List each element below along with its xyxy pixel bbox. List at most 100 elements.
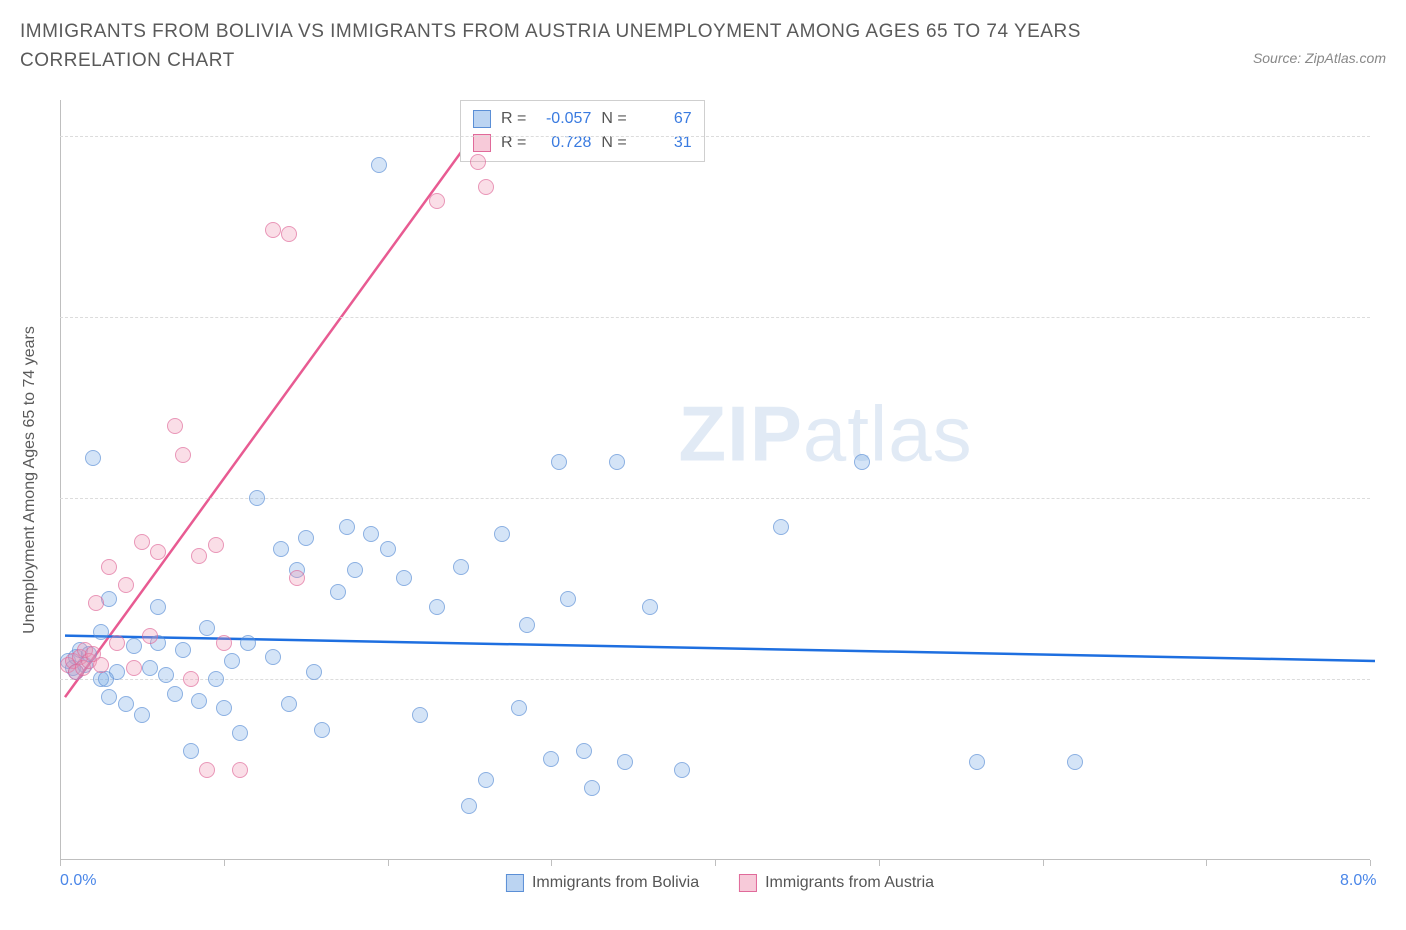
y-axis <box>60 100 61 860</box>
data-point <box>854 454 870 470</box>
data-point <box>142 628 158 644</box>
data-point <box>175 642 191 658</box>
y-tick-label: 20.0% <box>1390 127 1406 145</box>
data-point <box>142 660 158 676</box>
data-point <box>429 599 445 615</box>
data-point <box>208 671 224 687</box>
data-point <box>478 179 494 195</box>
data-point <box>101 559 117 575</box>
x-tick <box>388 860 389 866</box>
x-tick-label: 8.0% <box>1340 872 1376 890</box>
data-point <box>584 780 600 796</box>
trend-lines <box>60 100 1380 860</box>
data-point <box>511 700 527 716</box>
data-point <box>551 454 567 470</box>
data-point <box>339 519 355 535</box>
data-point <box>969 754 985 770</box>
data-point <box>265 649 281 665</box>
data-point <box>150 599 166 615</box>
data-point <box>118 696 134 712</box>
data-point <box>224 653 240 669</box>
x-tick <box>715 860 716 866</box>
data-point <box>380 541 396 557</box>
grid-line <box>60 136 1370 137</box>
data-point <box>101 689 117 705</box>
data-point <box>298 530 314 546</box>
x-tick <box>1370 860 1371 866</box>
swatch-pink-icon <box>739 874 757 892</box>
data-point <box>150 544 166 560</box>
data-point <box>273 541 289 557</box>
data-point <box>199 620 215 636</box>
data-point <box>330 584 346 600</box>
data-point <box>109 635 125 651</box>
data-point <box>543 751 559 767</box>
data-point <box>560 591 576 607</box>
data-point <box>642 599 658 615</box>
data-point <box>281 226 297 242</box>
source-label: Source: ZipAtlas.com <box>1253 50 1386 66</box>
data-point <box>396 570 412 586</box>
data-point <box>429 193 445 209</box>
data-point <box>199 762 215 778</box>
data-point <box>167 418 183 434</box>
data-point <box>208 537 224 553</box>
data-point <box>126 660 142 676</box>
data-point <box>494 526 510 542</box>
swatch-blue-icon <box>506 874 524 892</box>
chart-title: IMMIGRANTS FROM BOLIVIA VS IMMIGRANTS FR… <box>20 18 1120 75</box>
data-point <box>249 490 265 506</box>
data-point <box>85 450 101 466</box>
x-tick <box>1206 860 1207 866</box>
data-point <box>576 743 592 759</box>
data-point <box>191 693 207 709</box>
data-point <box>216 700 232 716</box>
swatch-blue-icon <box>473 110 491 128</box>
x-tick-label: 0.0% <box>60 872 96 890</box>
x-tick <box>879 860 880 866</box>
y-tick-label: 5.0% <box>1390 670 1406 688</box>
data-point <box>461 798 477 814</box>
data-point <box>478 772 494 788</box>
data-point <box>453 559 469 575</box>
data-point <box>191 548 207 564</box>
x-tick <box>551 860 552 866</box>
data-point <box>93 624 109 640</box>
data-point <box>158 667 174 683</box>
watermark: ZIPatlas <box>679 389 973 480</box>
data-point <box>412 707 428 723</box>
data-point <box>265 222 281 238</box>
grid-line <box>60 317 1370 318</box>
series-legend: Immigrants from Bolivia Immigrants from … <box>506 874 934 892</box>
data-point <box>347 562 363 578</box>
data-point <box>183 671 199 687</box>
data-point <box>183 743 199 759</box>
x-tick <box>224 860 225 866</box>
legend-row-austria: R = 0.728 N = 31 <box>473 131 692 155</box>
data-point <box>617 754 633 770</box>
data-point <box>88 595 104 611</box>
y-tick-label: 10.0% <box>1390 489 1406 507</box>
legend-item-bolivia: Immigrants from Bolivia <box>506 874 699 892</box>
data-point <box>240 635 256 651</box>
x-tick <box>60 860 61 866</box>
data-point <box>93 657 109 673</box>
data-point <box>175 447 191 463</box>
legend-row-bolivia: R = -0.057 N = 67 <box>473 107 692 131</box>
y-tick-label: 15.0% <box>1390 308 1406 326</box>
data-point <box>289 570 305 586</box>
data-point <box>1067 754 1083 770</box>
data-point <box>126 638 142 654</box>
chart-container: Unemployment Among Ages 65 to 74 years Z… <box>60 100 1380 860</box>
data-point <box>314 722 330 738</box>
data-point <box>167 686 183 702</box>
legend-item-austria: Immigrants from Austria <box>739 874 934 892</box>
y-axis-label: Unemployment Among Ages 65 to 74 years <box>21 326 39 634</box>
data-point <box>674 762 690 778</box>
data-point <box>281 696 297 712</box>
data-point <box>519 617 535 633</box>
correlation-legend: R = -0.057 N = 67 R = 0.728 N = 31 <box>460 100 705 162</box>
data-point <box>371 157 387 173</box>
data-point <box>470 154 486 170</box>
data-point <box>363 526 379 542</box>
